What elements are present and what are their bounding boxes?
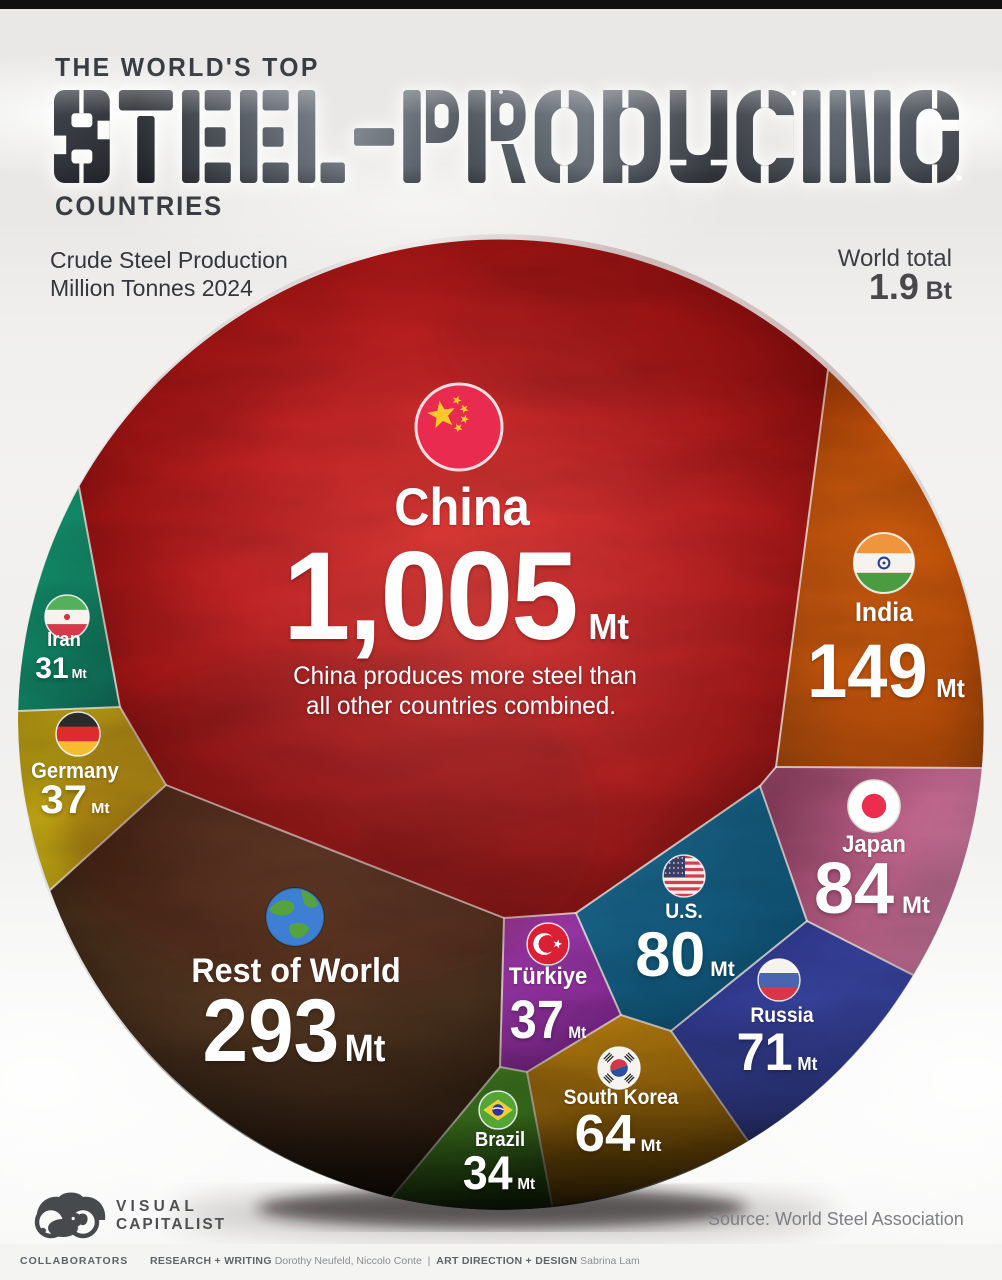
svg-text:CAPITALIST: CAPITALIST [116,1216,226,1233]
svg-text:VISUAL: VISUAL [116,1198,198,1215]
